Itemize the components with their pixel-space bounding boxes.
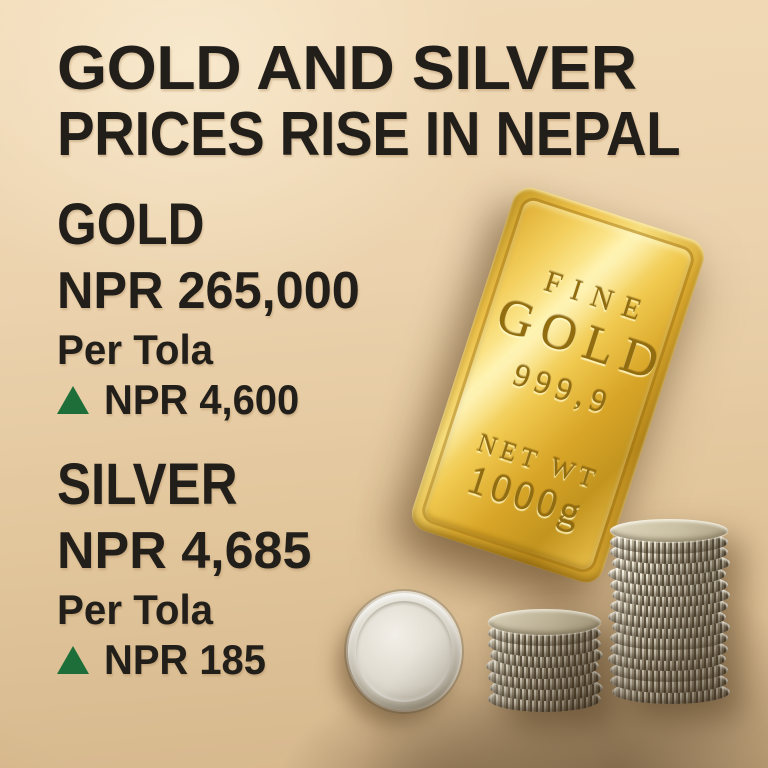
title-line-1: GOLD AND SILVER [57,34,637,103]
gold-price: NPR 265,000 [57,262,360,320]
silver-heading: SILVER [57,452,238,517]
silver-unit: Per Tola [57,586,214,633]
silver-coin-stack-tall [608,519,730,705]
page-title: GOLD AND SILVER PRICES RISE IN NEPAL [57,36,742,168]
silver-coin-stack-short [486,609,603,712]
silver-price: NPR 4,685 [57,522,312,580]
silver-change-row: NPR 185 [57,636,311,683]
silver-change-amount: NPR 185 [104,636,266,683]
gold-change-row: NPR 4,600 [57,376,369,423]
gold-price-section: GOLD NPR 265,000 Per Tola NPR 4,600 [57,192,369,423]
gold-unit: Per Tola [57,326,214,373]
gold-bar-face: FINE GOLD 999,9 NET WT 1000g [422,198,694,572]
up-triangle-icon [57,386,89,414]
silver-price-section: SILVER NPR 4,685 Per Tola NPR 185 [57,452,312,683]
up-triangle-icon [57,646,89,674]
title-line-2: PRICES RISE IN NEPAL [57,100,681,169]
gold-change-amount: NPR 4,600 [104,376,300,423]
gold-heading: GOLD [57,192,205,257]
single-silver-coin [348,593,460,710]
